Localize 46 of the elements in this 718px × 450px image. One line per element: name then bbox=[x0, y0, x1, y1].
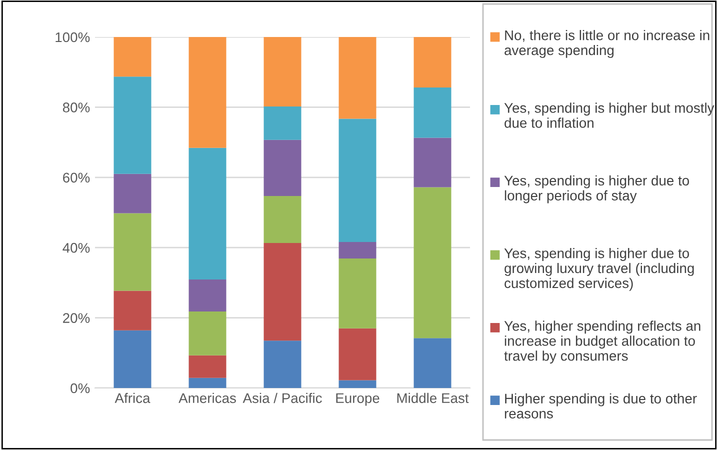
y-tick-label: 40% bbox=[62, 242, 90, 253]
bar bbox=[264, 340, 302, 388]
legend-label: Yes, spending is higher due to longer periods of stay bbox=[504, 175, 690, 204]
bar bbox=[114, 37, 152, 77]
bar bbox=[414, 338, 452, 388]
y-tick-label: 100% bbox=[56, 32, 90, 42]
bar bbox=[114, 290, 152, 330]
bar bbox=[188, 378, 226, 388]
x-tick-label: Africa bbox=[114, 392, 150, 404]
y-tick-label: 80% bbox=[62, 102, 90, 112]
legend-label: No, there is little or no increase in average spending bbox=[504, 30, 710, 58]
bar bbox=[114, 330, 152, 388]
x-tick-label: Middle East bbox=[397, 392, 469, 404]
bar bbox=[338, 118, 376, 242]
bar bbox=[188, 37, 226, 148]
legend-label: Yes, spending is higher due to growing luxury travel (including customized services) bbox=[504, 248, 694, 291]
bar bbox=[338, 380, 376, 388]
bar bbox=[188, 355, 226, 378]
legend-label: Yes, spending is higher but mostly due to inflation bbox=[504, 102, 714, 128]
bar bbox=[414, 37, 452, 88]
bar bbox=[114, 76, 152, 174]
bar bbox=[114, 213, 152, 291]
bar bbox=[264, 106, 302, 140]
bar bbox=[264, 196, 302, 244]
bar bbox=[188, 311, 226, 356]
bar bbox=[188, 280, 226, 312]
y-tick-label: 0% bbox=[70, 383, 90, 394]
bar bbox=[338, 328, 376, 380]
bar bbox=[338, 258, 376, 328]
bar bbox=[414, 138, 452, 188]
legend-label: Higher spending is due to other reasons bbox=[504, 393, 697, 418]
bar bbox=[264, 37, 302, 106]
bar bbox=[414, 88, 452, 138]
bar bbox=[188, 148, 226, 280]
bar bbox=[414, 187, 452, 338]
bar bbox=[338, 242, 376, 258]
x-tick-label: Europe bbox=[336, 393, 380, 406]
x-tick-label: Americas bbox=[178, 392, 236, 404]
x-tick-label: Asia / Pacific bbox=[242, 392, 322, 404]
y-tick-label: 20% bbox=[63, 313, 90, 323]
y-tick-label: 60% bbox=[63, 172, 90, 183]
bar bbox=[264, 140, 302, 196]
bar bbox=[338, 37, 376, 119]
legend-label: Yes, higher spending reflects an increase in budget allocation to travel by consumers bbox=[504, 320, 700, 364]
bar bbox=[114, 174, 152, 214]
bar bbox=[264, 243, 302, 341]
